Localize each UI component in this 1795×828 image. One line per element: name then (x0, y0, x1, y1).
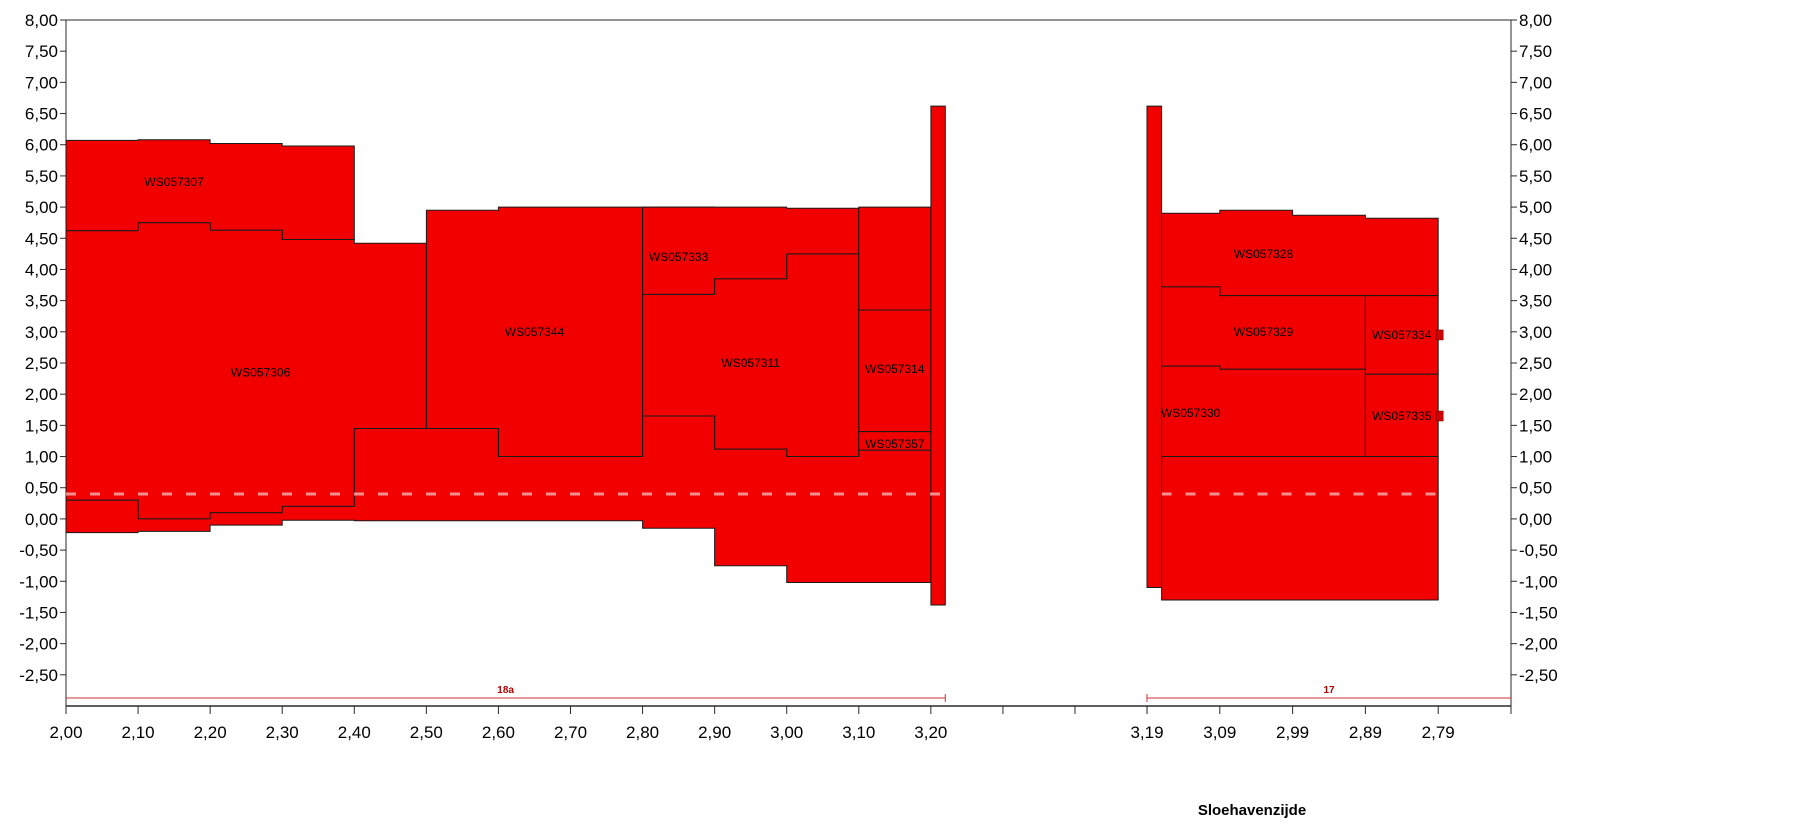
x-tick-label: 2,20 (194, 723, 227, 742)
y-tick-label-right: 7,50 (1519, 42, 1552, 61)
layer-label: WS057335 (1372, 409, 1432, 423)
x-tick-label: 2,60 (482, 723, 515, 742)
y-tick-label-right: 0,50 (1519, 479, 1552, 498)
y-tick-label-right: 7,00 (1519, 73, 1552, 92)
y-tick-label-right: 5,50 (1519, 167, 1552, 186)
layer-marker (1435, 410, 1444, 422)
layer-label: WS057344 (505, 325, 565, 339)
layer-label: WS057334 (1372, 328, 1432, 342)
y-tick-label-left: 6,50 (25, 105, 58, 124)
y-tick-label-right: -1,00 (1519, 572, 1558, 591)
section-label: 18a (497, 685, 514, 696)
x-tick-label: 2,40 (338, 723, 371, 742)
y-tick-label-right: -2,00 (1519, 635, 1558, 654)
y-tick-label-left: -2,00 (19, 635, 58, 654)
y-tick-label-left: 0,50 (25, 479, 58, 498)
y-tick-label-left: -0,50 (19, 541, 58, 560)
soil-layer (858, 206, 932, 311)
y-tick-label-left: -1,00 (19, 572, 58, 591)
y-tick-label-left: 1,00 (25, 448, 58, 467)
y-tick-label-right: 6,50 (1519, 105, 1552, 124)
soil-layer (642, 206, 860, 295)
y-tick-label-left: -2,50 (19, 666, 58, 685)
y-tick-label-right: 3,50 (1519, 292, 1552, 311)
x-tick-label: 3,19 (1130, 723, 1163, 742)
y-tick-label-right: 4,00 (1519, 260, 1552, 279)
layer-label: WS057307 (144, 175, 204, 189)
x-tick-label: 3,20 (914, 723, 947, 742)
y-tick-label-left: 8,00 (25, 11, 58, 30)
y-tick-label-left: 7,50 (25, 42, 58, 61)
layer-label: WS057329 (1234, 325, 1294, 339)
y-tick-label-right: -2,50 (1519, 666, 1558, 685)
y-tick-label-right: -1,50 (1519, 603, 1558, 622)
soil-layer (1364, 373, 1439, 457)
section-label: 17 (1323, 685, 1335, 696)
y-tick-label-left: 2,00 (25, 385, 58, 404)
y-tick-label-right: 6,00 (1519, 136, 1552, 155)
x-tick-label: 2,79 (1422, 723, 1455, 742)
layer-label: WS057328 (1234, 247, 1294, 261)
y-tick-label-right: 4,50 (1519, 229, 1552, 248)
layer-label: WS057357 (865, 437, 925, 451)
layer-label: WS057311 (721, 356, 780, 370)
x-tick-label: 2,10 (122, 723, 155, 742)
soil-layer (1146, 105, 1163, 588)
y-tick-label-left: 4,00 (25, 260, 58, 279)
x-axis-title: Sloehavenzijde (1198, 802, 1306, 819)
layer-label: WS057330 (1161, 406, 1221, 420)
x-tick-label: 2,70 (554, 723, 587, 742)
y-tick-label-right: 8,00 (1519, 11, 1552, 30)
y-tick-label-left: 7,00 (25, 73, 58, 92)
y-tick-label-right: 2,50 (1519, 354, 1552, 373)
layer-label: WS057306 (231, 365, 291, 379)
y-tick-label-left: 1,50 (25, 416, 58, 435)
layer-label: WS057333 (649, 250, 709, 264)
layer-label: WS057314 (865, 362, 925, 376)
x-tick-label: 3,10 (842, 723, 875, 742)
y-tick-label-right: 1,00 (1519, 448, 1552, 467)
x-tick-label: 2,90 (698, 723, 731, 742)
x-tick-label: 3,00 (770, 723, 803, 742)
y-tick-label-right: 3,00 (1519, 323, 1552, 342)
x-tick-label: 2,00 (49, 723, 82, 742)
y-tick-label-right: 1,50 (1519, 416, 1552, 435)
soil-layer (1161, 456, 1439, 601)
x-tick-label: 2,89 (1349, 723, 1382, 742)
y-tick-label-left: 4,50 (25, 229, 58, 248)
y-tick-label-right: -0,50 (1519, 541, 1558, 560)
x-tick-label: 3,09 (1203, 723, 1236, 742)
y-tick-label-left: 0,00 (25, 510, 58, 529)
y-tick-label-right: 5,00 (1519, 198, 1552, 217)
soil-layer (1161, 209, 1439, 297)
x-tick-label: 2,30 (266, 723, 299, 742)
y-tick-label-left: 5,50 (25, 167, 58, 186)
x-tick-label: 2,99 (1276, 723, 1309, 742)
y-tick-label-left: 3,00 (25, 323, 58, 342)
x-tick-label: 2,50 (410, 723, 443, 742)
layer-marker (1435, 329, 1444, 341)
y-tick-label-left: 3,50 (25, 292, 58, 311)
soil-layer (930, 105, 946, 606)
y-tick-label-left: -1,50 (19, 603, 58, 622)
y-tick-label-left: 5,00 (25, 198, 58, 217)
y-tick-label-left: 6,00 (25, 136, 58, 155)
x-tick-label: 2,80 (626, 723, 659, 742)
y-tick-label-right: 0,00 (1519, 510, 1552, 529)
y-tick-label-right: 2,00 (1519, 385, 1552, 404)
y-tick-label-left: 2,50 (25, 354, 58, 373)
